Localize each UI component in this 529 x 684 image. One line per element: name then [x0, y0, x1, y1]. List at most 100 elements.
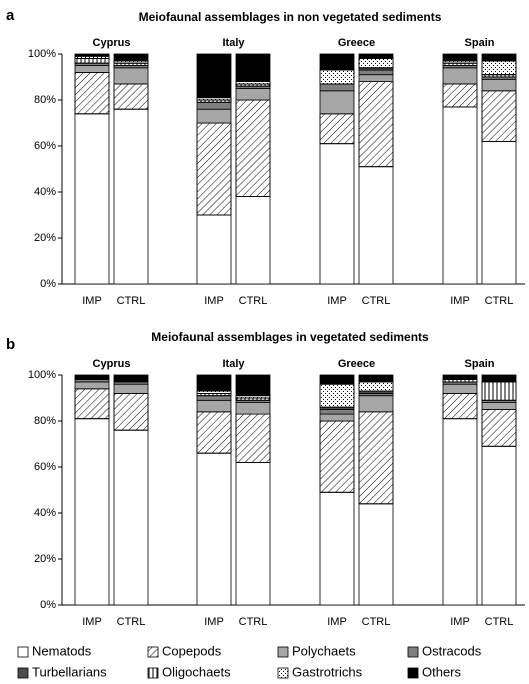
bar-segment: Others [319, 53, 355, 71]
bar-segment: Nematods [235, 196, 271, 285]
bar-segment: Copepods [74, 72, 110, 115]
bar-segment: Nematods [113, 108, 149, 285]
legend-swatch [407, 667, 419, 679]
legend-label: Polychaets [292, 643, 356, 658]
bar-segment: Nematods [113, 429, 149, 606]
legend-swatch [17, 646, 29, 658]
legend-label: Others [422, 664, 462, 679]
legend-label: Copepods [162, 643, 222, 658]
bar-segment: Nematods [481, 140, 517, 285]
x-tick-label: IMP [327, 616, 347, 628]
bar-segment: Polychaets [319, 90, 355, 115]
legend-swatch [277, 667, 289, 679]
bar-segment: Polychaets [113, 383, 149, 394]
y-tick-label: 80% [34, 415, 56, 427]
bar-segment: Others [196, 53, 232, 99]
bar-segment: Copepods [481, 90, 517, 142]
bar-segment: Others [74, 53, 110, 57]
bar-segment: Nematods [235, 461, 271, 606]
y-tick-label: 0% [40, 278, 56, 290]
x-tick-label: CTRL [117, 295, 146, 307]
group-label: Cyprus [93, 37, 131, 49]
legend-swatch [147, 667, 159, 679]
bar-segment: Polychaets [358, 395, 394, 413]
y-tick-label: 20% [34, 553, 56, 565]
bar-segment: Gastrotrichs [358, 381, 394, 392]
bar-segment: Ostracods [358, 69, 394, 76]
x-tick-label: CTRL [362, 616, 391, 628]
bar-segment: Copepods [196, 122, 232, 216]
bar-segment: Copepods [481, 409, 517, 447]
bar-segment: Polychaets [481, 78, 517, 92]
bar-segment: Others [74, 374, 110, 380]
legend-swatch [147, 646, 159, 658]
bar-segment: Copepods [235, 99, 271, 197]
bar-segment: Gastrotrichs [481, 60, 517, 76]
group-label: Cyprus [93, 358, 131, 370]
y-tick-label: 20% [34, 232, 56, 244]
y-tick-label: 80% [34, 94, 56, 106]
x-tick-label: IMP [204, 295, 224, 307]
group-label: Spain [465, 358, 495, 370]
bar-segment: Others [196, 374, 232, 392]
bar-segment: Others [358, 374, 394, 383]
bar-segment: Oligochaets [481, 381, 517, 401]
x-tick-label: CTRL [362, 295, 391, 307]
panel-label: b [6, 336, 15, 353]
bar-segment: Others [319, 374, 355, 385]
bar-segment: Polychaets [319, 413, 355, 422]
group-label: Italy [222, 37, 245, 49]
y-tick-label: 100% [28, 48, 56, 60]
bar-segment: Others [481, 374, 517, 383]
bar-segment: Copepods [74, 388, 110, 420]
y-tick-label: 100% [28, 369, 56, 381]
bar-segment: Nematods [74, 113, 110, 285]
bar-segment: Ostracods [319, 83, 355, 92]
bar-segment: Others [481, 53, 517, 62]
bar-segment: Nematods [358, 503, 394, 606]
bar-segment: Ostracods [196, 395, 232, 401]
bar-segment: Nematods [196, 214, 232, 285]
bar-segment: Copepods [358, 411, 394, 505]
bar-segment: Others [113, 53, 149, 62]
chart-title: Meiofaunal assemblages in non vegetated … [139, 10, 442, 24]
bar-segment: Nematods [442, 106, 478, 285]
bar-segment: Nematods [74, 418, 110, 606]
legend-swatch [407, 646, 419, 658]
bar-segment: Polychaets [358, 74, 394, 82]
legend-swatch [17, 667, 29, 679]
bar-segment: Others [235, 374, 271, 397]
legend-label: Turbellarians [32, 664, 107, 679]
legend-label: Ostracods [422, 643, 482, 658]
bar-segment: Gastrotrichs [358, 58, 394, 69]
panel-label: a [6, 7, 15, 24]
bar-segment: Polychaets [481, 402, 517, 410]
bar-segment: Nematods [196, 452, 232, 606]
y-tick-label: 0% [40, 599, 56, 611]
bar-segment: Others [235, 53, 271, 83]
bar-segment: Nematods [442, 418, 478, 606]
bar-segment: Polychaets [235, 402, 271, 415]
bar-segment: Others [358, 53, 394, 59]
bar-segment: Polychaets [442, 67, 478, 85]
x-tick-label: CTRL [117, 616, 146, 628]
bar-segment: Copepods [319, 113, 355, 145]
x-tick-label: IMP [82, 295, 102, 307]
x-tick-label: CTRL [239, 295, 268, 307]
bar-segment: Gastrotrichs [319, 69, 355, 85]
x-tick-label: CTRL [239, 616, 268, 628]
bar-segment: Copepods [113, 83, 149, 110]
y-tick-label: 40% [34, 186, 56, 198]
bar-segment: Oligochaets [74, 58, 110, 64]
legend-swatch [277, 646, 289, 658]
bar-segment: Copepods [113, 392, 149, 431]
x-tick-label: CTRL [485, 616, 514, 628]
bar-segment: Polychaets [235, 88, 271, 101]
chart-title: Meiofaunal assemblages in vegetated sedi… [151, 330, 429, 344]
x-tick-label: IMP [450, 616, 470, 628]
y-tick-label: 40% [34, 507, 56, 519]
bar-segment: Copepods [319, 420, 355, 493]
bar-segment: Nematods [319, 491, 355, 606]
bar-segment: Polychaets [74, 65, 110, 73]
